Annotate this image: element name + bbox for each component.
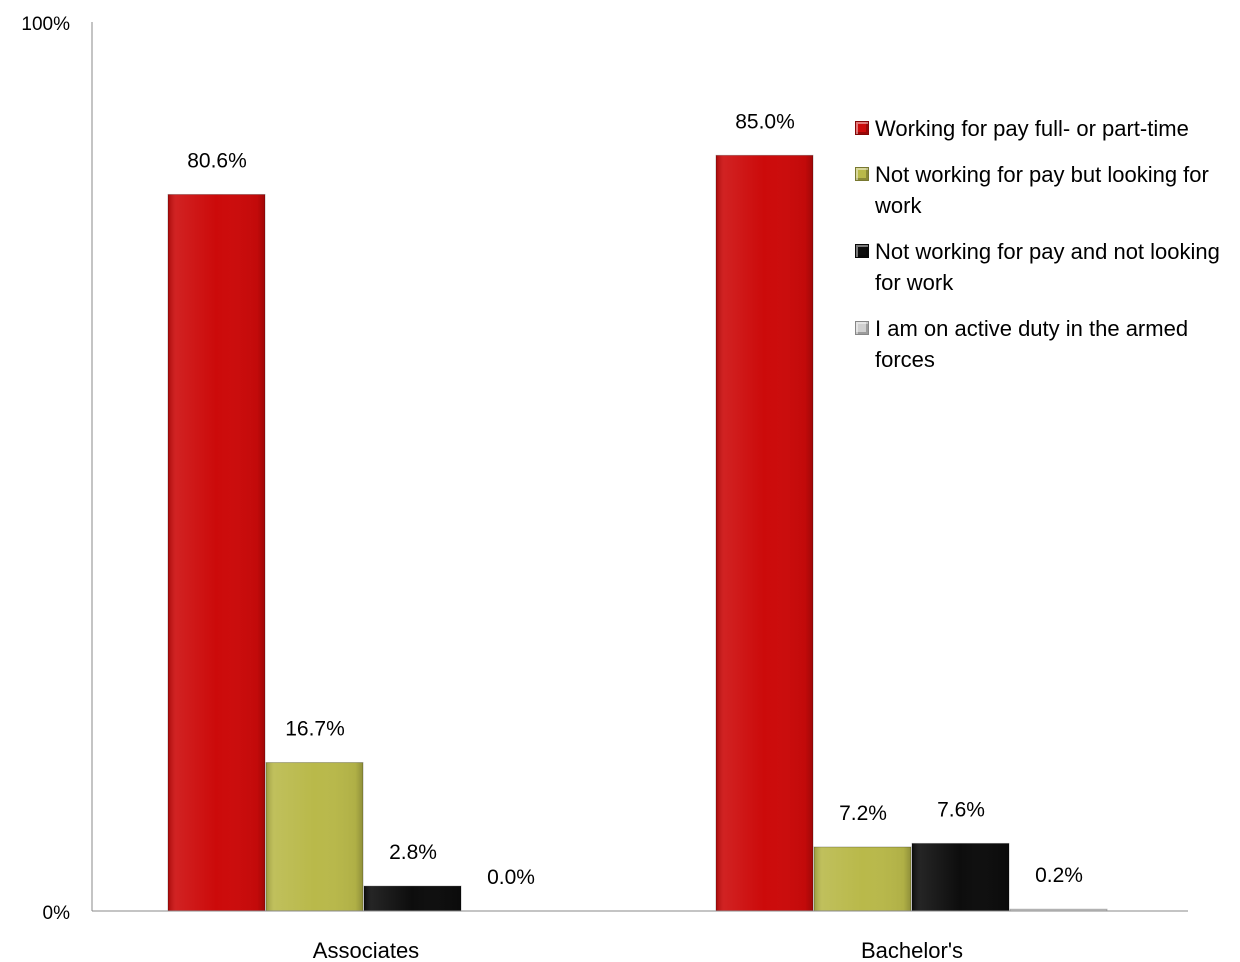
bar-shading [266,762,363,911]
legend-label: I am on active duty in the armed forces [875,316,1189,372]
data-label: 7.2% [839,802,887,825]
x-tick-label: Associates [313,938,419,962]
data-label: 80.6% [187,149,247,172]
bar-shading [814,846,911,911]
data-label: 85.0% [735,110,795,133]
data-label: 2.8% [389,841,437,864]
bar-shading [912,843,1009,911]
legend-item: Working for pay full- or part-time [855,113,1235,144]
bar-shading [364,886,461,911]
y-tick-label: 0% [43,903,71,924]
legend-item: Not working for pay and not looking for … [855,236,1235,298]
legend: Working for pay full- or part-time Not w… [855,113,1235,390]
legend-label: Not working for pay but looking for work [875,162,1209,218]
x-tick-label: Bachelor's [861,938,963,962]
legend-label: Working for pay full- or part-time [875,116,1189,141]
bar-shading [716,155,813,912]
legend-swatch-icon [855,244,869,258]
data-label: 7.6% [937,798,985,821]
legend-label: Not working for pay and not looking for … [875,239,1220,295]
legend-swatch-icon [855,167,869,181]
data-label: 16.7% [285,718,345,741]
bar-shading [168,194,265,911]
y-tick-label: 100% [21,14,70,35]
data-label: 0.0% [487,866,535,889]
data-label: 0.2% [1035,864,1083,887]
legend-swatch-icon [855,321,869,335]
legend-swatch-icon [855,121,869,135]
legend-item: Not working for pay but looking for work [855,159,1235,221]
legend-item: I am on active duty in the armed forces [855,313,1235,375]
